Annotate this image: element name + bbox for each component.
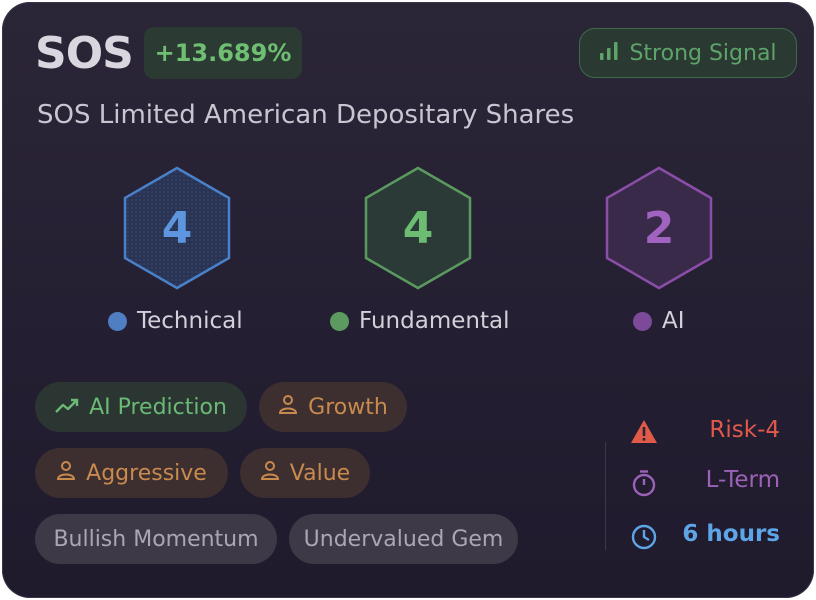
tag-ai-prediction[interactable]: AI Prediction xyxy=(35,382,247,432)
side-divider xyxy=(605,442,606,550)
tag-bullish-momentum[interactable]: Bullish Momentum xyxy=(35,514,277,564)
fundamental-score-hexagon[interactable]: 4 xyxy=(363,166,473,290)
ai-label-text: AI xyxy=(662,308,685,334)
signal-label: Strong Signal xyxy=(629,40,777,66)
price-change-badge: +13.689% xyxy=(144,27,302,79)
technical-label-text: Technical xyxy=(137,308,243,334)
risk-label: Risk-4 xyxy=(709,417,780,443)
risk-row: Risk-4 xyxy=(630,417,780,447)
fundamental-label-text: Fundamental xyxy=(359,308,510,334)
signal-bars-icon xyxy=(599,41,619,66)
technical-label: Technical xyxy=(108,308,243,334)
technical-score-value: 4 xyxy=(161,202,193,254)
strong-signal-badge[interactable]: Strong Signal xyxy=(579,28,797,78)
ai-score-value: 2 xyxy=(643,202,675,254)
person-icon xyxy=(260,460,280,486)
technical-dot-icon xyxy=(108,311,127,331)
time-row: 6 hours xyxy=(630,521,780,551)
tag-value[interactable]: Value xyxy=(240,448,370,498)
term-row: L-Term xyxy=(630,467,780,497)
tag-label: AI Prediction xyxy=(89,394,227,420)
tag-undervalued-gem[interactable]: Undervalued Gem xyxy=(289,514,518,564)
tag-label: Bullish Momentum xyxy=(53,526,259,552)
company-name: SOS Limited American Depositary Shares xyxy=(37,100,575,130)
term-label: L-Term xyxy=(705,467,780,493)
clock-icon xyxy=(630,523,658,551)
ticker-symbol: SOS xyxy=(35,28,134,79)
ai-label: AI xyxy=(633,308,685,334)
tag-label: Aggressive xyxy=(86,460,207,486)
tag-label: Value xyxy=(289,460,351,486)
warning-icon xyxy=(630,419,658,447)
ai-dot-icon xyxy=(633,311,652,331)
fundamental-label: Fundamental xyxy=(330,308,509,334)
ai-score-hexagon[interactable]: 2 xyxy=(604,166,714,290)
tag-growth[interactable]: Growth xyxy=(259,382,407,432)
technical-score-hexagon[interactable]: 4 xyxy=(122,166,232,290)
trending-up-icon xyxy=(55,395,79,420)
tag-label: Growth xyxy=(308,394,388,420)
fundamental-dot-icon xyxy=(330,311,349,331)
person-icon xyxy=(278,394,298,420)
person-icon xyxy=(56,460,76,486)
time-label: 6 hours xyxy=(682,521,780,547)
fundamental-score-value: 4 xyxy=(402,202,434,254)
tag-label: Undervalued Gem xyxy=(303,526,504,552)
tag-aggressive[interactable]: Aggressive xyxy=(35,448,228,498)
stopwatch-icon xyxy=(630,469,658,497)
